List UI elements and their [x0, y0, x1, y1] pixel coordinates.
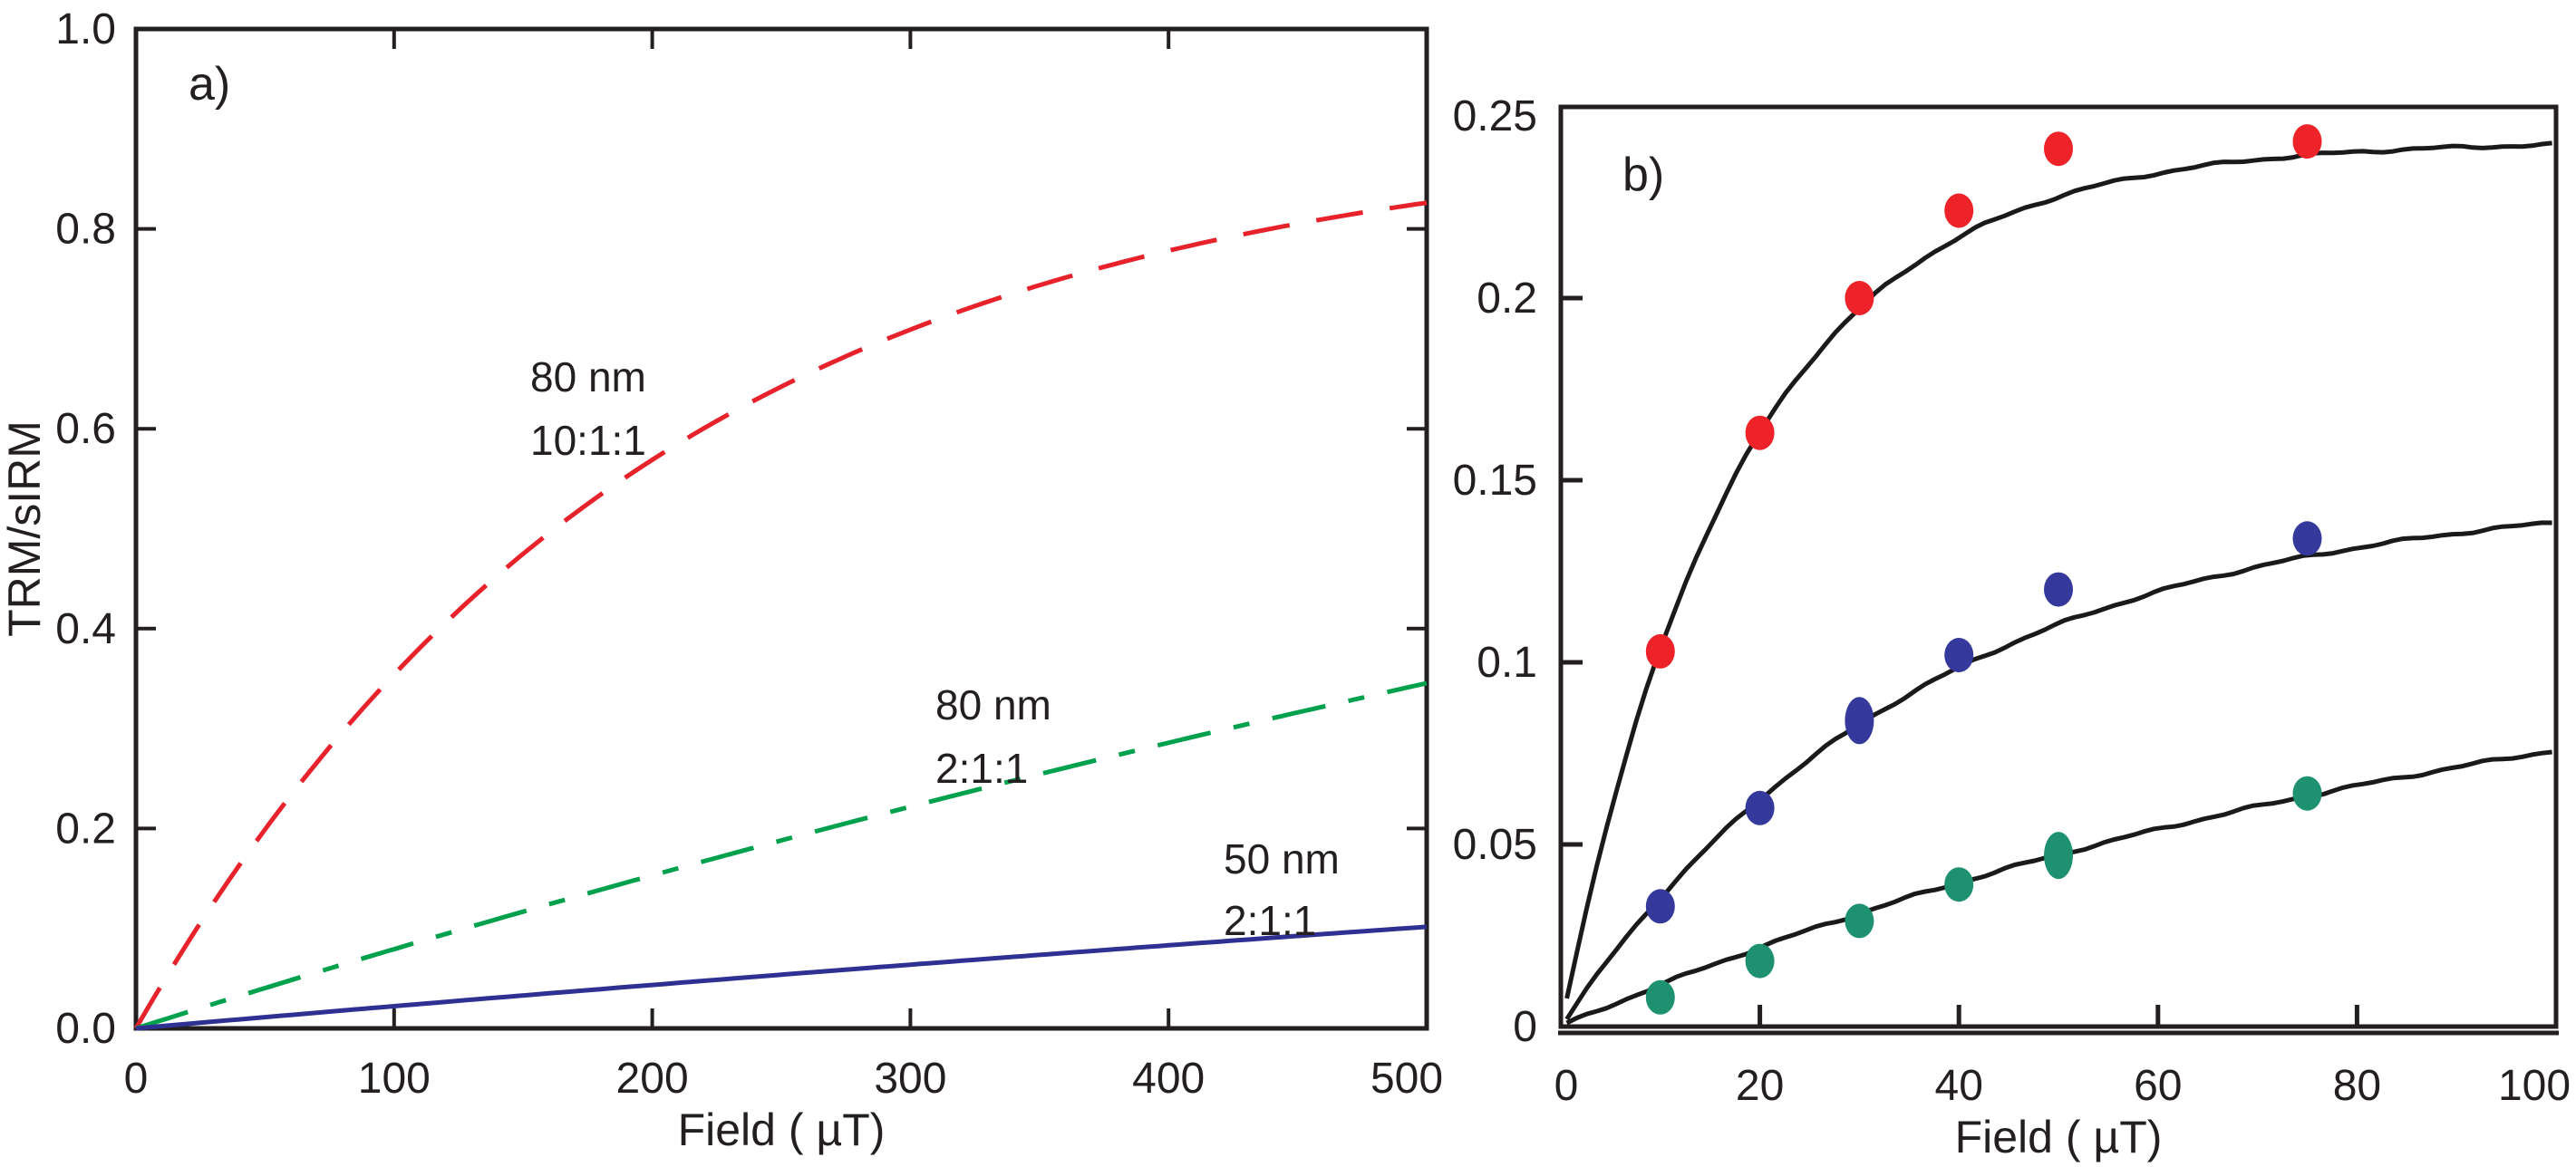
panel-b-xtick-label: 60 — [2134, 1062, 2182, 1110]
panel-a-series-label-line1: 80 nm — [935, 681, 1051, 728]
panel-b-data-point-red — [2044, 131, 2073, 167]
panel-b-xaxis-title: Field ( µT) — [1955, 1112, 2163, 1162]
panel-b-data-point-green — [1645, 979, 1675, 1015]
panel-a-curve-80-nm-10-1-1 — [133, 200, 1428, 1030]
panel-b-data-point-blue — [1745, 790, 1775, 825]
panel-b-data-point-blue — [1645, 889, 1675, 924]
panel-b-xtick-label: 20 — [1736, 1062, 1784, 1110]
panel-b-data-point-blue — [2292, 521, 2322, 556]
panel-a-frame — [133, 26, 1429, 1031]
panel-b-xtick-label: 0 — [1554, 1062, 1579, 1110]
panel-b-data-point-red — [2292, 124, 2322, 159]
panel-b-data-point-blue — [1944, 638, 1974, 672]
panel-b-xtick-label: 80 — [2333, 1062, 2381, 1110]
panel-a-series-label-line2: 10:1:1 — [530, 417, 646, 464]
panel-a-xtick-label: 300 — [874, 1055, 946, 1103]
panel-a-ytick-label: 0.8 — [55, 206, 116, 254]
panel-b-data-point-blue — [1845, 697, 1874, 745]
panel-b-data-point-green — [1845, 903, 1874, 939]
panel-b-data-point-red — [1745, 415, 1775, 450]
panel-b-ytick-label: 0 — [1513, 1003, 1537, 1051]
panel-a-xtick-label: 500 — [1370, 1055, 1443, 1103]
panel-b-ytick-label: 0.2 — [1477, 275, 1537, 323]
panel-a-curve-80-nm-2-1-1 — [135, 680, 1428, 1031]
panel-b-ytick-label: 0.05 — [1453, 821, 1537, 869]
panel-a-series-label-line1: 50 nm — [1224, 835, 1340, 882]
panel-a-xtick-label: 400 — [1132, 1055, 1205, 1103]
panel-a-xtick-label: 0 — [124, 1055, 149, 1103]
panel-b-xtick-label: 40 — [1935, 1062, 1983, 1110]
panel-a-xtick-label: 100 — [358, 1055, 431, 1103]
panel-a-letter: a) — [189, 58, 230, 111]
panel-b-ytick-label: 0.25 — [1453, 92, 1537, 140]
panel-b-ytick-label: 0.15 — [1453, 457, 1537, 505]
panel-b-xtick-label: 100 — [2498, 1062, 2571, 1110]
panel-b-data-point-red — [1944, 193, 1974, 228]
panel-b-fit-curve-1 — [1564, 520, 2552, 1021]
panel-a-xtick-label: 200 — [616, 1055, 689, 1103]
panel-a-ytick-label: 0.6 — [55, 405, 116, 453]
panel-b-fit-curve-2 — [1565, 749, 2552, 1026]
panel-b-fit-curve-0 — [1564, 140, 2552, 999]
panel-b-ytick-label: 0.1 — [1477, 639, 1537, 687]
panel-b-frame — [1558, 104, 2559, 1029]
panel-a-ytick-label: 1.0 — [55, 5, 116, 53]
panel-b-data-point-red — [1845, 281, 1874, 315]
panel-a-xaxis-title: Field ( µT) — [678, 1104, 886, 1155]
panel-a-ytick-label: 0.4 — [55, 605, 116, 653]
panel-b-data-point-green — [2044, 832, 2073, 880]
panel-a-ytick-label: 0.2 — [55, 805, 116, 853]
panel-b-data-point-green — [2292, 776, 2322, 811]
panel-a-series-label-line2: 2:1:1 — [935, 745, 1028, 792]
panel-b-data-point-blue — [2044, 572, 2073, 607]
panel-b-data-point-green — [1944, 867, 1974, 902]
panel-a-yaxis-title: TRM/sIRM — [0, 420, 50, 637]
panel-a-ytick-label: 0.0 — [55, 1005, 116, 1053]
panel-b-data-point-green — [1745, 943, 1775, 979]
panel-a-curve-50-nm-2-1-1 — [135, 924, 1428, 1031]
panel-b-letter: b) — [1622, 149, 1664, 201]
panel-a-series-label-line2: 2:1:1 — [1224, 897, 1316, 944]
panel-b-data-point-red — [1645, 633, 1675, 669]
panel-a-series-label-line1: 80 nm — [530, 353, 646, 400]
